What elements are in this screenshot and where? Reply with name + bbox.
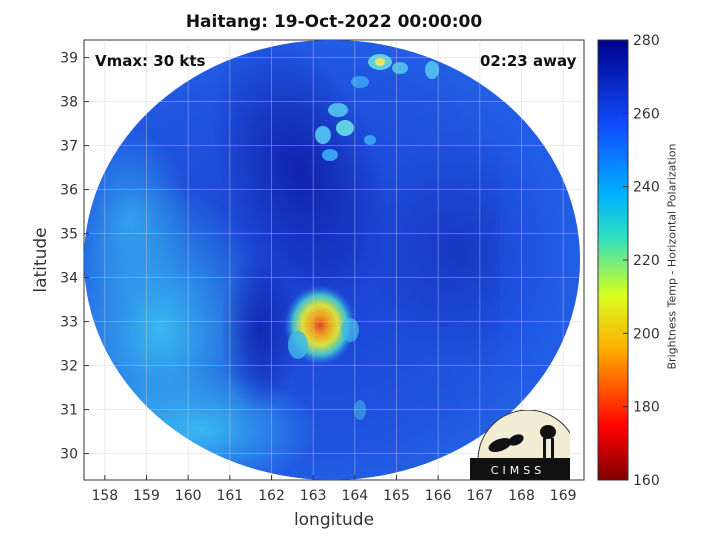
- x-tick-label: 165: [383, 488, 410, 504]
- cimss-logo: CIMSS: [470, 410, 570, 480]
- x-tick-label: 166: [425, 488, 452, 504]
- y-tick-label: 30: [60, 447, 78, 463]
- x-tick-label: 163: [300, 488, 327, 504]
- chart-title: Haitang: 19-Oct-2022 00:00:00: [185, 12, 483, 32]
- x-axis-ticks: 158 159 160 161 162 163 164 165 166 167 168 169: [91, 475, 577, 504]
- x-axis-label: longitude: [293, 510, 375, 530]
- y-tick-label: 35: [60, 227, 78, 243]
- x-tick-label: 162: [258, 488, 285, 504]
- y-axis-label: latitude: [31, 227, 51, 293]
- x-tick-label: 161: [216, 488, 243, 504]
- vmax-label: Vmax: 30 kts: [95, 52, 206, 70]
- colorbar-tick-label: 160: [633, 473, 660, 489]
- y-tick-label: 39: [60, 51, 78, 67]
- y-tick-label: 32: [60, 359, 78, 375]
- y-tick-label: 37: [60, 139, 78, 155]
- x-tick-label: 158: [91, 488, 118, 504]
- logo-text: CIMSS: [491, 464, 545, 477]
- colorbar-tick-label: 220: [633, 253, 660, 269]
- colorbar-tick-label: 260: [633, 106, 660, 122]
- colorbar-label: Brightness Temp - Horizontal Polarizatio…: [665, 143, 679, 370]
- colorbar-tick-label: 280: [633, 33, 660, 49]
- time-away-label: 02:23 away: [480, 52, 577, 70]
- y-tick-label: 33: [60, 315, 78, 331]
- y-tick-label: 36: [60, 183, 78, 199]
- colorbar-tick-label: 200: [633, 326, 660, 342]
- grid-lines: [84, 40, 584, 480]
- x-tick-label: 160: [175, 488, 202, 504]
- x-tick-label: 169: [550, 488, 577, 504]
- colorbar-tick-label: 240: [633, 180, 660, 196]
- x-tick-label: 168: [508, 488, 535, 504]
- y-tick-label: 34: [60, 271, 78, 287]
- colorbar-ticks: 160 180 200 220 240 260 280: [623, 33, 660, 489]
- colorbar-tick-label: 180: [633, 400, 660, 416]
- y-tick-label: 38: [60, 95, 78, 111]
- y-tick-label: 31: [60, 403, 78, 419]
- x-tick-label: 167: [466, 488, 493, 504]
- y-axis-ticks: 30 31 32 33 34 35 36 37 38 39: [60, 51, 89, 463]
- x-tick-label: 164: [341, 488, 368, 504]
- x-tick-label: 159: [133, 488, 160, 504]
